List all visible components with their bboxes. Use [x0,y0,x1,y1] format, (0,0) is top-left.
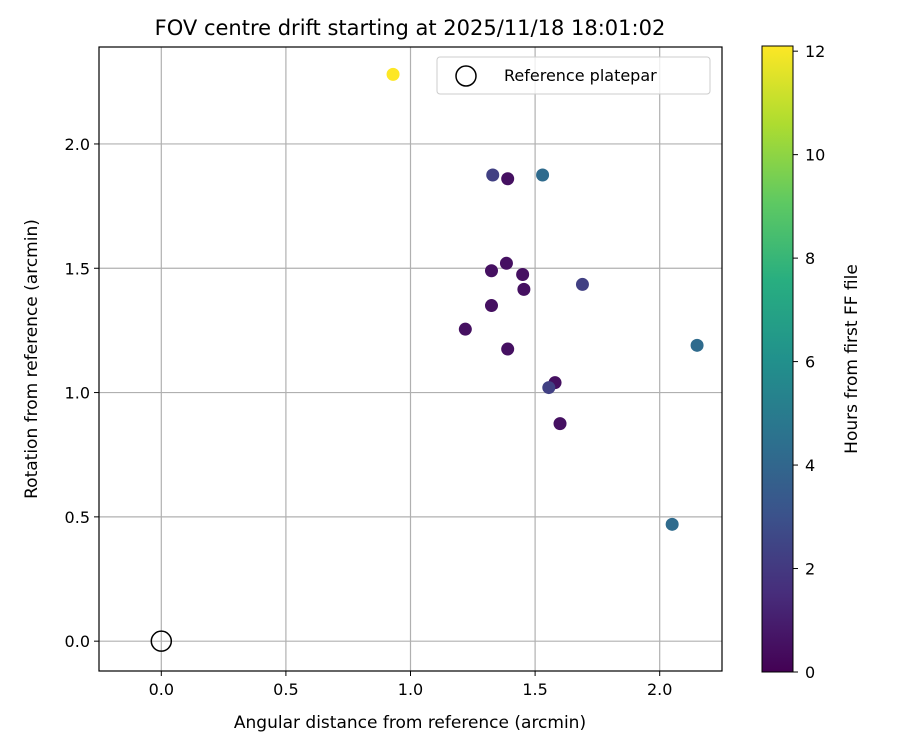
legend-box [436,56,711,95]
scatter-point [553,417,567,431]
scatter-point [458,322,472,336]
colorbar-tick-label: 4 [805,456,815,475]
plot-area: 0.0 0.5 1.0 1.5 2.0 0.0 0.5 1.0 1.5 2.0 [65,46,723,699]
colorbar: 0 2 4 6 8 10 12 Hours from first FF file [761,42,862,682]
colorbar-label: Hours from first FF file [842,264,862,454]
scatter-point [499,256,513,270]
scatter-point [484,264,498,278]
colorbar-tick-label: 0 [805,663,815,682]
colorbar-gradient [761,45,794,673]
scatter-point [575,277,589,291]
x-axis-label: Angular distance from reference (arcmin) [234,713,586,733]
scatter-point [486,168,500,182]
scatter-point [484,299,498,313]
colorbar-tick-label: 2 [805,560,815,579]
reference-platepar-marker [150,630,173,652]
x-tick-label: 2.0 [647,680,672,699]
colorbar-tick-label: 12 [805,42,825,61]
ticks-layer: 0.0 0.5 1.0 1.5 2.0 0.0 0.5 1.0 1.5 2.0 [65,135,673,699]
y-tick-label: 1.0 [65,384,90,403]
scatter-point [386,67,400,81]
y-tick-label: 0.0 [65,632,90,651]
scatter-point [517,282,531,296]
colorbar-tick-label: 8 [805,249,815,268]
x-tick-label: 0.5 [273,680,298,699]
colorbar-tick-label: 10 [805,146,825,165]
grid-layer [99,47,722,671]
legend: Reference platepar [436,56,711,95]
x-tick-label: 1.0 [398,680,423,699]
scatter-point [690,338,704,352]
chart-title: FOV centre drift starting at 2025/11/18 … [155,16,666,40]
scatter-point [516,267,530,281]
points-layer [150,67,704,652]
scatter-point [665,517,679,531]
scatter-point [542,381,556,395]
x-tick-label: 0.0 [149,680,174,699]
colorbar-tick-label: 6 [805,353,815,372]
legend-marker-reference [455,65,477,87]
scatter-point [501,342,515,356]
legend-label-reference: Reference platepar [504,66,657,85]
y-tick-label: 2.0 [65,135,90,154]
scatter-point [536,168,550,182]
y-tick-label: 0.5 [65,508,90,527]
y-tick-label: 1.5 [65,259,90,278]
colorbar-ticks: 0 2 4 6 8 10 12 [793,42,825,682]
scatter-point [501,172,515,186]
x-tick-label: 1.5 [522,680,547,699]
y-axis-label: Rotation from reference (arcmin) [22,219,42,499]
